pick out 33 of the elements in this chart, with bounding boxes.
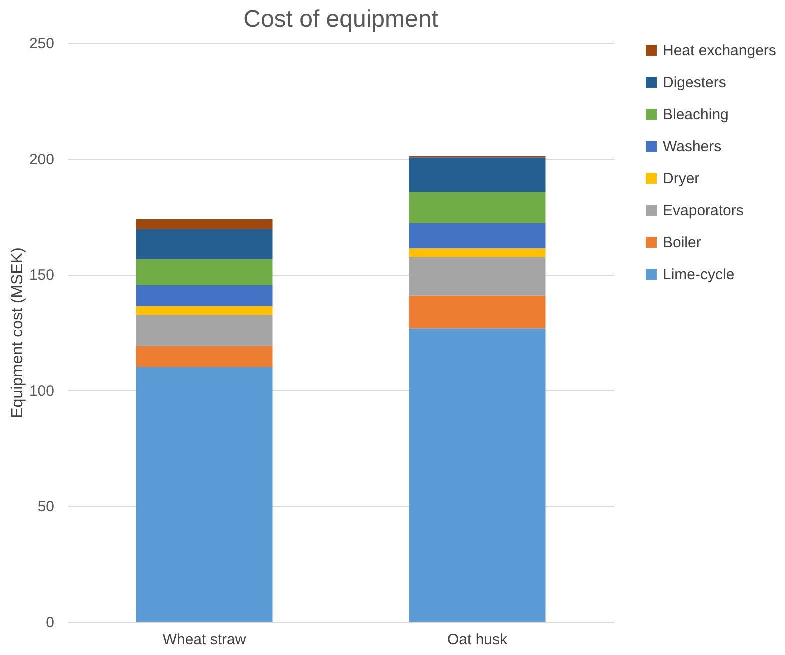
legend-label: Boiler: [663, 234, 702, 252]
bar: [136, 306, 273, 316]
legend-label: Digesters: [663, 74, 726, 92]
bar: [409, 223, 546, 249]
bar: [409, 248, 546, 258]
y-tick-label: 100: [29, 382, 54, 400]
bar: [136, 315, 273, 346]
y-axis-title: Equipment cost (MSEK): [9, 248, 26, 418]
bar: [136, 285, 273, 306]
chart-title: Cost of equipment: [244, 6, 439, 33]
x-tick-label: Wheat straw: [162, 632, 246, 648]
y-tick-label: 150: [29, 267, 54, 284]
bar: [409, 158, 546, 192]
bar: [136, 219, 273, 230]
legend-label: Lime-cycle: [663, 266, 735, 284]
bar: [136, 346, 273, 368]
legend-label: Washers: [663, 138, 722, 156]
x-tick-label: Oat husk: [447, 632, 508, 648]
y-tick-label: 0: [46, 614, 54, 632]
legend-label: Dryer: [663, 170, 700, 188]
bar: [409, 328, 546, 622]
legend-label: Heat exchangers: [663, 42, 776, 60]
y-tick-label: 200: [29, 151, 54, 168]
bar: [136, 367, 273, 622]
bar: [136, 229, 273, 260]
bar: [409, 257, 546, 296]
legend-label: Evaporators: [663, 202, 744, 220]
y-tick-label: 250: [29, 36, 54, 52]
bar: [136, 259, 273, 286]
y-tick-label: 50: [38, 498, 54, 516]
bar: [409, 192, 546, 224]
bar: [409, 296, 546, 329]
legend-label: Bleaching: [663, 106, 729, 124]
